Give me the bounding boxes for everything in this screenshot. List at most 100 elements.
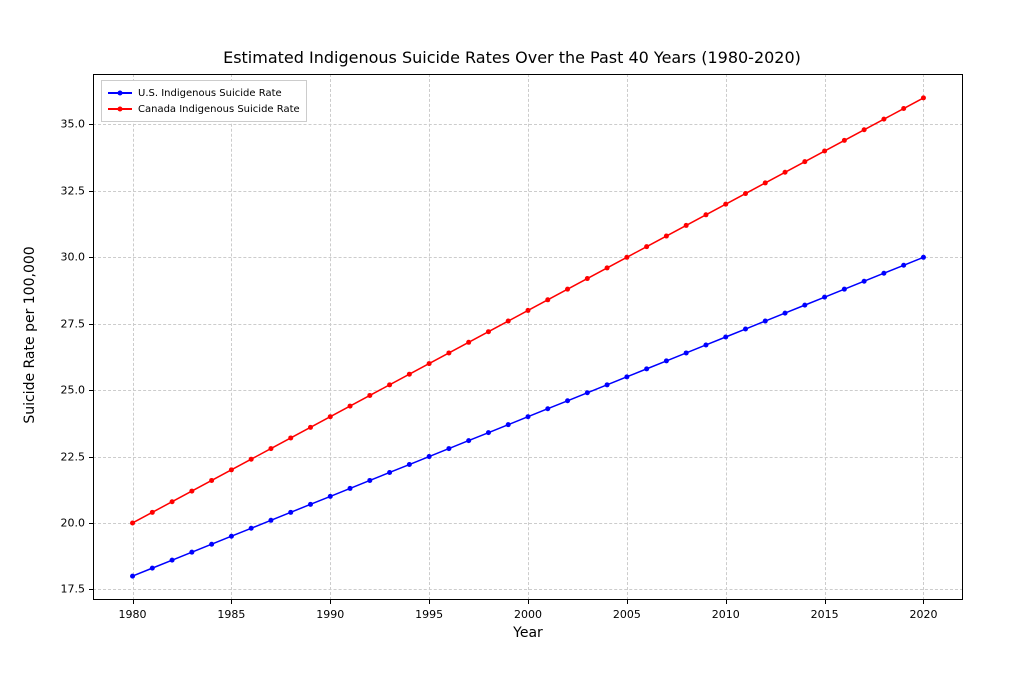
- series-marker: [446, 446, 451, 451]
- series-marker: [684, 350, 689, 355]
- y-tick-label: 35.0: [35, 118, 85, 131]
- series-marker: [486, 329, 491, 334]
- grid-line-h: [93, 390, 963, 391]
- grid-line-h: [93, 324, 963, 325]
- x-tick-label: 2020: [909, 608, 937, 621]
- grid-line-h: [93, 124, 963, 125]
- x-tick-label: 2010: [712, 608, 740, 621]
- grid-line-v: [726, 74, 727, 600]
- legend-item: Canada Indigenous Suicide Rate: [108, 101, 300, 117]
- legend-marker: [118, 91, 123, 96]
- series-marker: [802, 159, 807, 164]
- series-marker: [644, 366, 649, 371]
- series-marker: [486, 430, 491, 435]
- legend-marker: [118, 107, 123, 112]
- series-marker: [684, 223, 689, 228]
- legend-item: U.S. Indigenous Suicide Rate: [108, 85, 300, 101]
- series-marker: [565, 398, 570, 403]
- y-tick-label: 32.5: [35, 184, 85, 197]
- chart-container: Estimated Indigenous Suicide Rates Over …: [0, 0, 1024, 683]
- axis-spine: [962, 74, 963, 600]
- series-marker: [881, 271, 886, 276]
- series-marker: [605, 382, 610, 387]
- x-tick: [528, 600, 529, 604]
- series-marker: [881, 117, 886, 122]
- y-tick-label: 25.0: [35, 384, 85, 397]
- x-tick: [923, 600, 924, 604]
- series-marker: [743, 327, 748, 332]
- series-marker: [545, 406, 550, 411]
- x-tick-label: 2015: [811, 608, 839, 621]
- series-marker: [387, 382, 392, 387]
- series-marker: [150, 566, 155, 571]
- y-tick-label: 30.0: [35, 251, 85, 264]
- series-marker: [901, 263, 906, 268]
- grid-line-v: [627, 74, 628, 600]
- x-tick-label: 2005: [613, 608, 641, 621]
- grid-line-h: [93, 589, 963, 590]
- series-marker: [763, 180, 768, 185]
- series-marker: [288, 435, 293, 440]
- series-marker: [170, 558, 175, 563]
- series-marker: [308, 425, 313, 430]
- series-marker: [506, 422, 511, 427]
- series-marker: [367, 478, 372, 483]
- grid-line-v: [825, 74, 826, 600]
- x-tick: [825, 600, 826, 604]
- series-marker: [783, 311, 788, 316]
- grid-line-v: [133, 74, 134, 600]
- series-marker: [150, 510, 155, 515]
- series-marker: [842, 287, 847, 292]
- series-marker: [703, 342, 708, 347]
- series-marker: [565, 287, 570, 292]
- x-tick-label: 1985: [217, 608, 245, 621]
- grid-line-v: [429, 74, 430, 600]
- y-tick-label: 22.5: [35, 450, 85, 463]
- x-tick: [231, 600, 232, 604]
- grid-line-v: [231, 74, 232, 600]
- series-marker: [901, 106, 906, 111]
- plot-area: U.S. Indigenous Suicide Rate Canada Indig…: [93, 74, 963, 600]
- series-marker: [585, 276, 590, 281]
- y-tick-label: 17.5: [35, 583, 85, 596]
- series-marker: [170, 499, 175, 504]
- x-tick-label: 1980: [119, 608, 147, 621]
- x-axis-label: Year: [93, 625, 963, 641]
- series-marker: [802, 303, 807, 308]
- x-tick-label: 1990: [316, 608, 344, 621]
- series-marker: [644, 244, 649, 249]
- series-marker: [862, 127, 867, 132]
- x-tick: [330, 600, 331, 604]
- series-marker: [387, 470, 392, 475]
- x-tick-label: 2000: [514, 608, 542, 621]
- x-tick: [627, 600, 628, 604]
- series-marker: [189, 550, 194, 555]
- x-tick: [133, 600, 134, 604]
- axis-spine: [93, 599, 963, 600]
- grid-line-v: [330, 74, 331, 600]
- series-marker: [664, 234, 669, 239]
- y-tick-label: 27.5: [35, 317, 85, 330]
- series-marker: [189, 489, 194, 494]
- series-marker: [288, 510, 293, 515]
- legend-swatch: [108, 108, 132, 110]
- axis-spine: [93, 74, 94, 600]
- series-marker: [783, 170, 788, 175]
- grid-line-h: [93, 191, 963, 192]
- y-axis-label: Suicide Rate per 100,000: [22, 235, 38, 435]
- series-marker: [605, 265, 610, 270]
- grid-line-h: [93, 523, 963, 524]
- series-marker: [407, 462, 412, 467]
- legend-swatch: [108, 92, 132, 94]
- series-marker: [664, 358, 669, 363]
- legend: U.S. Indigenous Suicide Rate Canada Indig…: [101, 80, 307, 122]
- legend-label: Canada Indigenous Suicide Rate: [138, 104, 300, 115]
- axis-spine: [93, 74, 963, 75]
- series-marker: [348, 486, 353, 491]
- grid-line-v: [528, 74, 529, 600]
- series-marker: [407, 372, 412, 377]
- series-marker: [249, 526, 254, 531]
- series-marker: [268, 446, 273, 451]
- series-marker: [209, 542, 214, 547]
- series-marker: [862, 279, 867, 284]
